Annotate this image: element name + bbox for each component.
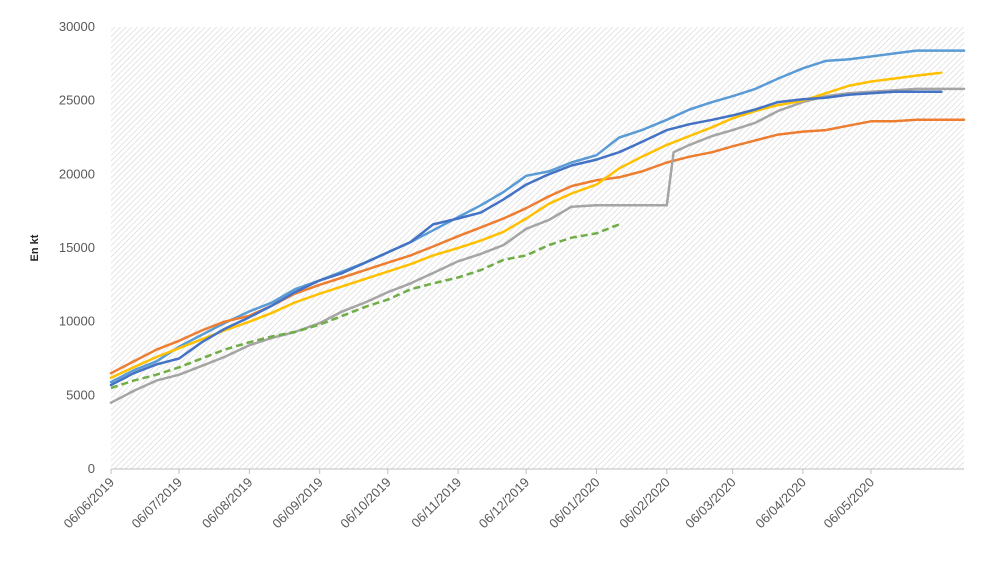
y-axis: 0 5000 10000 15000 20000 25000 30000: [59, 19, 95, 476]
x-tick-label: 06/08/2019: [199, 475, 256, 532]
series-layer: [109, 49, 966, 404]
x-tick-label: 06/04/2020: [752, 475, 809, 532]
x-tick-label: 06/01/2020: [546, 475, 603, 532]
y-tick-label: 20000: [59, 166, 95, 181]
x-tick-label: 06/07/2019: [129, 475, 186, 532]
x-tick-label: 06/12/2019: [476, 475, 533, 532]
y-tick-label: 15000: [59, 240, 95, 255]
x-tick-label: 06/11/2019: [408, 475, 464, 531]
series-line-4: [109, 71, 943, 379]
x-axis: 06/06/2019 06/07/2019 06/08/2019 06/09/2019…: [60, 468, 964, 532]
series-line-6: [110, 223, 620, 390]
plot-background: [111, 27, 964, 469]
series-line-5: [109, 90, 943, 387]
x-tick-label: 06/09/2019: [269, 475, 326, 532]
y-tick-label: 5000: [66, 387, 95, 402]
x-tick-label: 06/03/2020: [682, 475, 739, 532]
x-tick-label: 06/02/2020: [616, 475, 673, 532]
y-tick-label: 10000: [59, 314, 95, 329]
x-tick-label: 06/06/2019: [60, 475, 117, 532]
y-tick-label: 25000: [59, 93, 95, 108]
y-axis-label: En kt: [29, 234, 41, 261]
series-line-1: [109, 49, 966, 384]
x-tick-label: 06/05/2020: [820, 475, 877, 532]
y-tick-label: 0: [88, 461, 95, 476]
y-tick-label: 30000: [59, 19, 95, 34]
x-tick-label: 06/10/2019: [337, 475, 394, 532]
